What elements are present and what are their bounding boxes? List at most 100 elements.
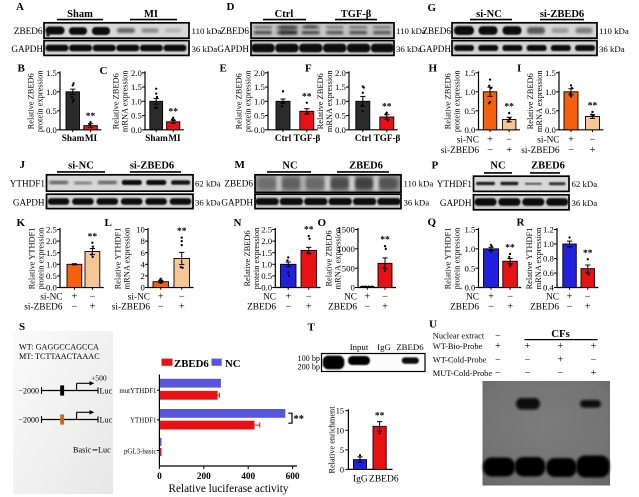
svg-text:**: ** [583,249,593,259]
svg-text:36 kDa: 36 kDa [195,198,221,208]
svg-text:IgG: IgG [377,342,391,352]
svg-text:0.0: 0.0 [335,125,347,135]
svg-text:−: − [590,135,596,146]
svg-text:Relative YTHDF1: Relative YTHDF1 [114,228,123,290]
svg-text:0.5: 0.5 [46,106,57,116]
svg-text:Ctrl: Ctrl [275,9,294,20]
svg-text:mRNA expression: mRNA expression [121,70,130,132]
svg-text:+: + [567,292,573,303]
svg-text:Relative ZBED6: Relative ZBED6 [316,73,325,129]
svg-text:36 kDa: 36 kDa [404,198,430,208]
svg-text:+: + [525,341,531,352]
svg-text:**: ** [380,236,390,246]
svg-text:−: − [89,292,95,303]
svg-text:si-NC: si-NC [476,9,502,20]
svg-text:+: + [179,301,185,312]
svg-text:+: + [487,135,493,146]
svg-text:2.5: 2.5 [261,225,272,235]
svg-text:2.0: 2.0 [261,236,273,246]
svg-text:Sham: Sham [145,133,168,143]
svg-text:−: − [558,368,564,379]
svg-text:100 bp: 100 bp [297,354,320,363]
svg-text:Sham: Sham [67,9,93,20]
svg-text:Relative ZBED6: Relative ZBED6 [444,73,453,129]
svg-text:110 kDa: 110 kDa [396,26,426,36]
svg-text:−: − [71,301,77,312]
svg-text:GAPDH: GAPDH [13,198,45,208]
svg-text:WT-Bio-Probe: WT-Bio-Probe [433,342,483,351]
svg-text:YTHDF1: YTHDF1 [130,417,157,424]
svg-text:+: + [158,292,164,303]
svg-text:ZBED6: ZBED6 [369,475,399,485]
svg-text:+: + [507,301,513,312]
svg-text:mutYTHDF1: mutYTHDF1 [119,388,157,395]
svg-text:0.5: 0.5 [131,111,142,121]
svg-text:2.0: 2.0 [254,68,266,78]
svg-text:Relative ZBED6: Relative ZBED6 [27,73,36,129]
svg-text:ZBED6: ZBED6 [349,160,383,171]
svg-text:Ctrl: Ctrl [275,133,292,143]
svg-text:+: + [306,301,312,312]
svg-text:1.5: 1.5 [335,82,346,92]
svg-text:10: 10 [136,225,145,235]
svg-text:−: − [585,292,591,303]
svg-text:TGF-β: TGF-β [341,9,372,20]
svg-text:1.5: 1.5 [464,68,475,78]
svg-text:NC: NC [344,293,357,303]
svg-text:0.0: 0.0 [46,283,58,293]
svg-text:GAPDH: GAPDH [419,44,451,54]
svg-text:−: − [488,301,494,312]
svg-text:1.0: 1.0 [46,259,58,269]
svg-text:M: M [235,159,246,171]
svg-text:1.0: 1.0 [261,259,273,269]
svg-text:TGF-β: TGF-β [294,133,321,143]
svg-text:**: ** [168,107,178,117]
svg-text:1.0: 1.0 [543,239,555,249]
svg-text:+: + [506,145,512,156]
svg-text:+: + [89,301,95,312]
svg-text:0: 0 [340,465,344,474]
svg-text:1.0: 1.0 [335,96,347,106]
svg-text:0: 0 [157,472,162,482]
svg-text:+: + [382,301,388,312]
svg-text:H: H [429,63,438,75]
svg-text:J: J [20,159,26,171]
svg-text:−: − [495,330,501,341]
svg-text:+: + [364,292,370,303]
svg-text:GAPDH: GAPDH [221,198,253,208]
svg-text:110 kDa: 110 kDa [192,26,222,36]
svg-text:GAPDH: GAPDH [11,44,43,54]
svg-text:500: 500 [342,263,356,273]
svg-text:0.0: 0.0 [131,125,143,135]
svg-text:MT: TCTTAACTAAAC: MT: TCTTAACTAAAC [19,352,100,361]
svg-text:−: − [364,301,370,312]
svg-text:NC: NC [263,293,276,303]
svg-text:+: + [495,341,501,352]
svg-text:Luc: Luc [100,387,113,396]
svg-text:0.5: 0.5 [335,111,346,121]
svg-text:YTHDF1: YTHDF1 [437,179,473,189]
svg-text:MI: MI [168,133,181,143]
svg-text:0.0: 0.0 [261,283,273,293]
svg-text:NC: NC [225,358,241,370]
svg-text:si-ZBED6: si-ZBED6 [540,9,584,20]
svg-text:ZBED6: ZBED6 [450,302,479,312]
svg-text:4: 4 [140,259,145,269]
svg-text:**: ** [88,232,98,242]
svg-text:1.0: 1.0 [46,87,58,97]
svg-text:10: 10 [336,426,344,435]
svg-text:Sham: Sham [62,133,85,143]
svg-text:si-ZBED6: si-ZBED6 [130,160,174,171]
svg-text:5: 5 [340,446,344,455]
svg-text:mRNA expression: mRNA expression [334,227,343,289]
svg-text:ZBED6: ZBED6 [224,179,253,189]
svg-text:+: + [591,368,597,379]
svg-text:−: − [382,292,388,303]
svg-text:+: + [590,145,596,156]
svg-text:0.0: 0.0 [545,125,557,135]
svg-text:−: − [506,135,512,146]
svg-text:8: 8 [140,236,145,246]
svg-text:6: 6 [140,248,145,258]
svg-text:36 kDa: 36 kDa [396,44,422,54]
svg-text:+: + [558,341,564,352]
